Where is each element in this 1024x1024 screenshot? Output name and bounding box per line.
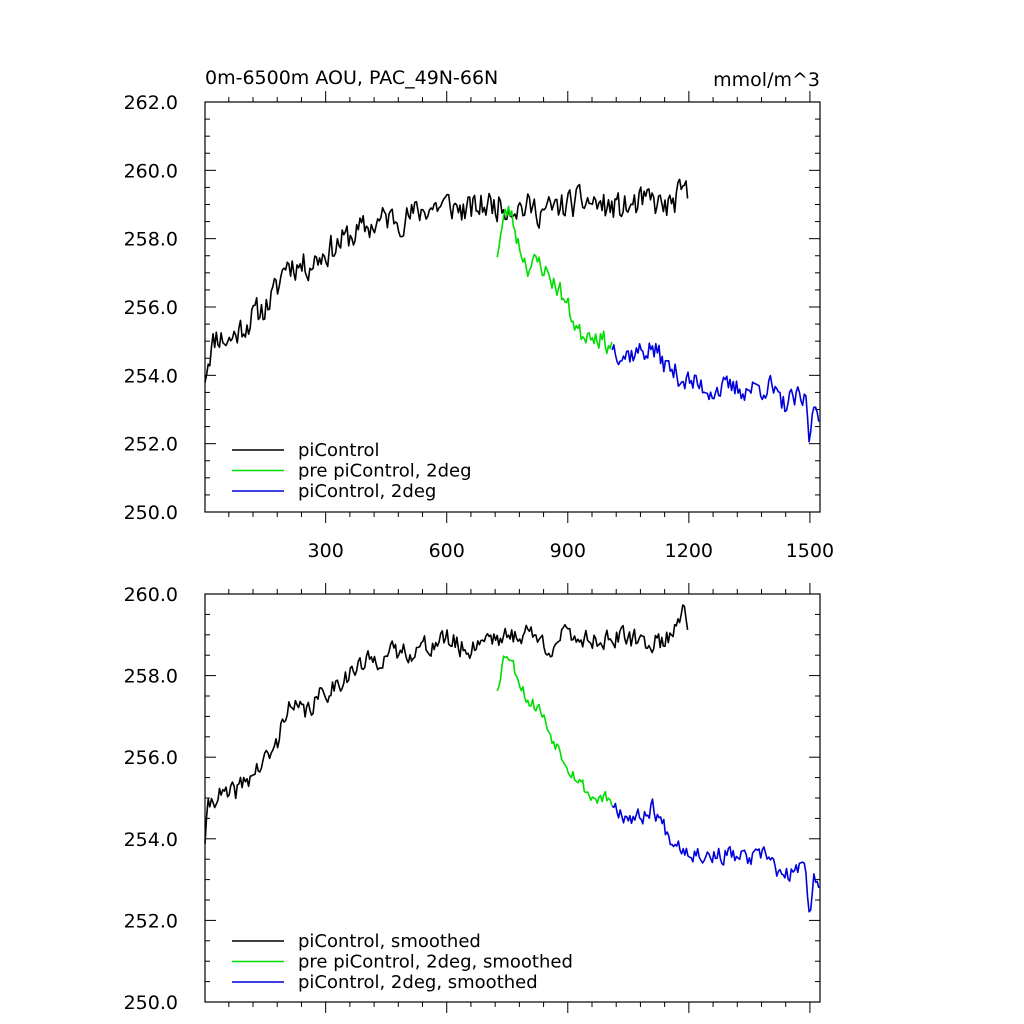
legend-label: piControl, smoothed xyxy=(298,931,481,952)
top-panel-frame xyxy=(204,101,821,513)
y-tick-label: 260.0 xyxy=(124,584,178,606)
x-tick-label: 900 xyxy=(550,540,586,562)
y-tick-label: 252.0 xyxy=(124,910,178,932)
x-tick-label: 600 xyxy=(429,540,465,562)
legend-label: piControl xyxy=(298,440,380,461)
legend-label: piControl, 2deg xyxy=(298,481,436,502)
series-line-picontrol-2deg-smoothed xyxy=(611,798,820,913)
bottom-panel-ticks: 250.0 252.0 254.0 256.0 258.0 260.0 xyxy=(124,583,820,1014)
y-tick-label: 254.0 xyxy=(124,829,178,851)
bottom-panel: 250.0 252.0 254.0 256.0 258.0 260.0 piControl… xyxy=(124,583,821,1014)
y-tick-label: 256.0 xyxy=(124,747,178,769)
top-panel-ticks: 250.0 252.0 254.0 256.0 258.0 260.0 262.0 300 60… xyxy=(124,91,834,562)
y-tick-label: 260.0 xyxy=(124,160,178,182)
series-line-pre-picontrol-2deg xyxy=(496,205,613,355)
series-line-pre-picontrol-2deg-smoothed xyxy=(496,655,613,806)
top-panel-title: 0m-6500m AOU, PAC_49N-66N xyxy=(205,67,498,89)
x-tick-label: 1200 xyxy=(665,540,713,562)
y-tick-label: 262.0 xyxy=(124,92,178,114)
y-tick-label: 254.0 xyxy=(124,365,178,387)
legend-label: pre piControl, 2deg xyxy=(298,461,472,482)
y-tick-label: 250.0 xyxy=(124,502,178,524)
top-panel-units: mmol/m^3 xyxy=(713,69,820,91)
legend-label: pre piControl, 2deg, smoothed xyxy=(298,952,573,973)
y-tick-label: 258.0 xyxy=(124,229,178,251)
top-panel-series-lines xyxy=(204,178,820,443)
top-panel: 0m-6500m AOU, PAC_49N-66N mmol/m^3 250.0… xyxy=(124,67,834,562)
y-tick-label: 256.0 xyxy=(124,297,178,319)
series-line-picontrol xyxy=(204,178,689,383)
series-line-picontrol-smoothed xyxy=(204,604,689,844)
y-tick-label: 252.0 xyxy=(124,434,178,456)
bottom-panel-series-lines xyxy=(204,604,820,913)
bottom-panel-frame xyxy=(204,593,821,1003)
x-tick-label: 300 xyxy=(308,540,344,562)
series-line-picontrol-2deg xyxy=(611,342,820,443)
x-tick-label: 1500 xyxy=(786,540,834,562)
y-tick-label: 250.0 xyxy=(124,992,178,1014)
y-tick-label: 258.0 xyxy=(124,666,178,688)
legend-label: piControl, 2deg, smoothed xyxy=(298,972,538,993)
